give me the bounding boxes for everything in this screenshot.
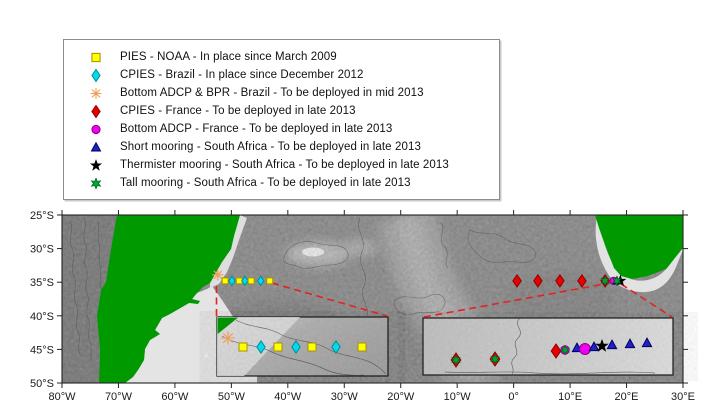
axis-tick-labels: 80°W 70°W 60°W 50°W 40°W 30°W 20°W 10°W 0° 10°E 20… [30, 210, 695, 403]
x-tick-label: 60°W [161, 391, 189, 403]
depth-contours [69, 217, 657, 361]
tall-mooring-sa-star6-icon [88, 175, 104, 191]
legend-item-cpies-brazil: CPIES - Brazil - In place since December… [88, 66, 499, 84]
y-tick-label: 30°S [30, 244, 54, 256]
right-inset [422, 317, 674, 376]
axis-ticks [57, 210, 688, 388]
legend-item-label: CPIES - France - To be deployed in late … [120, 105, 356, 117]
legend-item-cpies-france: CPIES - France - To be deployed in late … [88, 102, 499, 120]
cpies-brazil-diamond-icon [88, 67, 104, 83]
legend-item-adcp-bpr-brazil: Bottom ADCP & BPR - Brazil - To be deplo… [88, 84, 499, 102]
mooring-markers [212, 269, 653, 368]
legend-item-label: Bottom ADCP & BPR - Brazil - To be deplo… [120, 87, 424, 99]
y-tick-label: 25°S [30, 210, 54, 222]
legend-item-label: Tall mooring - South Africa - To be depl… [120, 177, 411, 189]
legend-item-short-mooring-sa: Short mooring - South Africa - To be dep… [88, 138, 499, 156]
south-america [97, 215, 240, 383]
adcp-france-circle-icon [88, 121, 104, 137]
zoom-leader-line [271, 282, 388, 317]
x-tick-label: 40°W [274, 391, 302, 403]
x-tick-label: 80°W [48, 391, 76, 403]
legend-item-label: CPIES - Brazil - In place since December… [120, 69, 364, 81]
x-tick-label: 50°W [218, 391, 246, 403]
pies-noaa-square-icon [88, 49, 104, 65]
x-tick-label: 20°W [387, 391, 415, 403]
x-tick-label: 20°E [615, 391, 639, 403]
x-tick-label: 30°W [331, 391, 359, 403]
zoom-leader-line [423, 282, 611, 318]
map-frame [61, 214, 684, 384]
legend-item-label: Thermister mooring - South Africa - To b… [120, 159, 449, 171]
legend-item-pies-noaa: PIES - NOAA - In place since March 2009 [88, 48, 499, 66]
legend-item-tall-mooring-sa: Tall mooring - South Africa - To be depl… [88, 174, 499, 192]
y-tick-label: 40°S [30, 311, 54, 323]
legend-item-adcp-france: Bottom ADCP - France - To be deployed in… [88, 120, 499, 138]
africa [595, 215, 683, 279]
x-tick-label: 0° [508, 391, 519, 403]
legend-item-thermister-mooring-sa: Thermister mooring - South Africa - To b… [88, 156, 499, 174]
legend-item-label: Bottom ADCP - France - To be deployed in… [120, 123, 393, 135]
short-mooring-sa-triangle-icon [88, 139, 104, 155]
y-tick-label: 35°S [30, 277, 54, 289]
y-tick-label: 50°S [30, 378, 54, 390]
agulhas-bank [595, 216, 683, 293]
adcp-bpr-brazil-asterisk-icon [88, 85, 104, 101]
legend: PIES - NOAA - In place since March 2009 C… [63, 39, 500, 200]
x-tick-label: 30°E [671, 391, 695, 403]
legend-item-label: PIES - NOAA - In place since March 2009 [120, 51, 337, 63]
x-tick-label: 10°E [558, 391, 582, 403]
x-tick-label: 10°W [444, 391, 472, 403]
zoom-leader-lines [215, 282, 673, 318]
cpies-france-diamond-icon [88, 103, 104, 119]
legend-item-label: Short mooring - South Africa - To be dep… [120, 141, 421, 153]
zoom-leader-line [620, 283, 673, 318]
x-tick-label: 70°W [105, 391, 133, 403]
thermister-mooring-sa-star5-icon [88, 157, 104, 173]
y-tick-label: 45°S [30, 344, 54, 356]
brazil-shelf [210, 215, 247, 288]
